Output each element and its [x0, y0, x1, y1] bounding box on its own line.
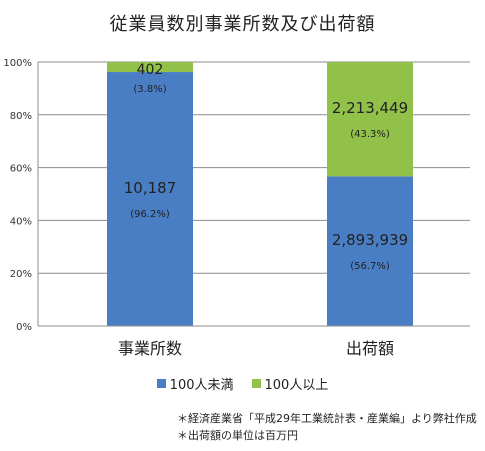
legend-item-series-0: 100人未満 — [156, 374, 234, 393]
legend-item-series-1: 100人以上 — [251, 374, 329, 393]
footnote-unit: ＊出荷額の単位は百万円 — [177, 429, 298, 442]
y-tick-label: 40% — [10, 216, 32, 227]
chart-plot: 0% 20% 40% 60% 80% 100% 402 (3.8%) 10,187 (96.2%)… — [3, 58, 470, 358]
legend-label-series-0: 100人未満 — [169, 378, 234, 393]
legend-swatch-series-1 — [251, 379, 261, 388]
y-tick-label: 80% — [10, 111, 32, 122]
x-tick-label: 事業所数 — [118, 339, 182, 358]
data-label: 10,187 — [124, 179, 177, 197]
data-label: 402 — [137, 62, 164, 78]
legend: 100人未満 100人以上 — [0, 374, 485, 393]
y-tick-label: 0% — [16, 322, 32, 333]
bar-segment — [107, 72, 193, 326]
bar-segment — [327, 62, 413, 177]
legend-swatch-series-0 — [156, 379, 166, 388]
data-label-pct: (43.3%) — [350, 129, 390, 140]
y-tick-label: 20% — [10, 269, 32, 280]
bar-segment — [107, 62, 193, 73]
data-label-pct: (96.2%) — [130, 209, 170, 220]
data-label-pct: (56.7%) — [350, 261, 390, 272]
footnotes: ＊経済産業省「平成29年工業統計表・産業編」より弊社作成 ＊出荷額の単位は百万円 — [177, 410, 477, 444]
bar-segment — [327, 176, 413, 326]
data-label: 2,213,449 — [332, 99, 408, 117]
legend-label-series-1: 100人以上 — [264, 378, 329, 393]
y-tick-label: 100% — [3, 58, 32, 69]
footnote-source: ＊経済産業省「平成29年工業統計表・産業編」より弊社作成 — [177, 412, 477, 425]
chart-title: 従業員数別事業所数及び出荷額 — [109, 14, 376, 35]
y-tick-label: 60% — [10, 164, 32, 175]
x-tick-label: 出荷額 — [346, 339, 394, 358]
data-label-pct: (3.8%) — [133, 84, 166, 95]
data-label: 2,893,939 — [332, 231, 408, 249]
